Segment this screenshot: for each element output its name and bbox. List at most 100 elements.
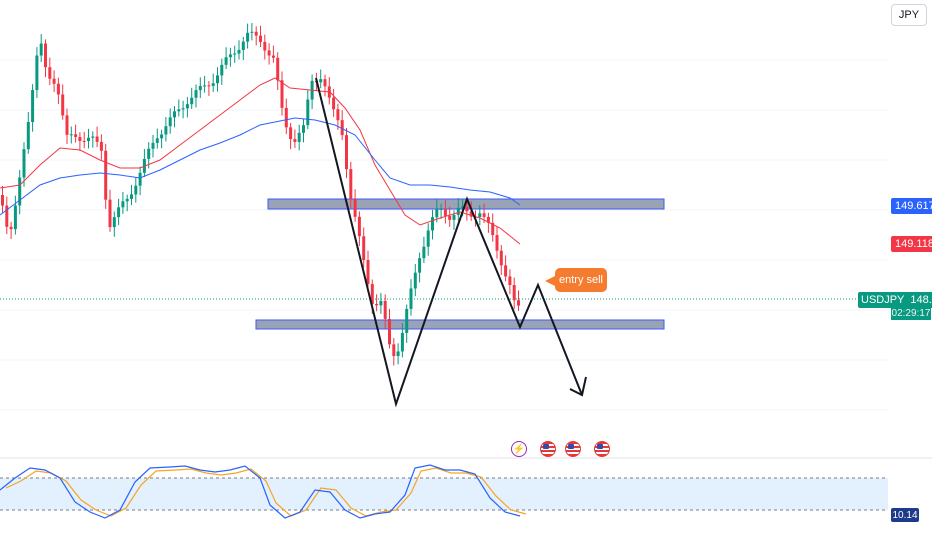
candle-body [508,276,512,286]
candle-body [383,300,387,319]
entry-sell-label[interactable]: entry sell [555,268,607,292]
candle-body [31,89,35,122]
candle-body [216,75,219,84]
candle-body [293,139,297,142]
candle-body [465,206,469,212]
candle-body [254,31,258,36]
candle-body [104,150,108,200]
candle-body [82,140,86,142]
candle-body [280,80,284,108]
candle-body [435,209,439,218]
candle-body [439,208,443,210]
candle-body [48,67,52,79]
candle-body [297,132,301,142]
candle-body [499,250,503,266]
candle-body [237,49,241,54]
pattern-path[interactable] [315,77,583,408]
candle-body [1,195,4,206]
candle-body [155,138,159,143]
oscillator-value-tag: 10.14 [891,508,919,522]
candle-body [35,55,39,90]
candle-body [426,230,430,247]
candle-body [121,201,125,208]
us-flag-icon[interactable] [565,441,581,457]
candle-body [181,108,185,110]
candle-body [357,216,361,237]
candle-body [422,246,426,259]
candle-body [491,222,495,236]
candle-body [302,125,305,133]
candle-body [130,194,133,199]
candle-body [160,134,164,139]
candle-body [456,207,460,215]
candle-body [220,64,224,76]
candle-body [69,134,73,136]
candle-body [495,235,499,251]
us-flag-icon[interactable] [540,441,556,457]
candle-body [168,117,172,127]
candle-body [26,121,30,150]
candle-body [345,135,348,170]
candle-body [194,90,198,98]
candle-body [228,54,232,58]
candle-body [190,97,194,105]
projection-arrowhead [569,376,587,397]
candle-body [56,83,60,95]
candle-body [173,111,176,118]
candle-body [203,85,207,87]
candle-body [413,272,417,289]
candle-body [74,134,78,137]
candle-body [164,126,168,135]
candle-body [13,205,17,230]
candle-body [78,136,82,141]
candle-body [87,137,90,142]
candle-body [65,115,69,135]
entry-label-pointer [545,276,555,286]
candle-body [370,284,374,304]
candle-body [349,169,353,200]
candle-body [241,41,245,50]
candle-body [233,53,237,55]
candle-body [504,265,508,277]
us-flag-icon[interactable] [594,441,610,457]
candle-body [91,136,95,138]
candle-body [392,344,396,357]
candle-body [469,211,473,217]
last-price: 148.423 [910,294,932,306]
symbol-label: USDJPY [861,294,905,306]
candle-body [306,99,310,126]
symbol-price-tag: USDJPY 148.423 [858,292,932,308]
candle-body [138,172,142,186]
candle-body [448,215,452,220]
candle-body [117,207,121,218]
candle-body [259,35,262,42]
candle-body [336,109,340,121]
currency-badge[interactable]: JPY [891,4,927,26]
candle-body [478,213,482,217]
candle-body [18,177,22,206]
candle-body [9,226,13,230]
flash-icon[interactable]: ⚡ [511,441,527,457]
ma-slow-line [0,117,521,216]
candle-body [512,285,516,301]
candle-body [99,141,103,151]
candle-body [362,236,366,261]
candle-body [379,300,383,306]
candle-body [147,148,151,159]
candle-body [405,308,409,333]
candle-body [332,97,336,110]
bar-countdown: 02:29:17 [891,306,931,320]
candle-body [276,57,280,81]
candle-body [375,303,379,306]
candle-body [198,85,202,91]
grid [0,59,888,411]
support-zone[interactable] [255,319,665,330]
candle-body [271,55,275,58]
candle-body [366,260,370,285]
candle-body [517,300,520,306]
ma-fast-price-tag: 149.118 [891,236,932,252]
candle-body [323,79,327,87]
candle-body [267,50,271,56]
candle-body [263,41,267,51]
